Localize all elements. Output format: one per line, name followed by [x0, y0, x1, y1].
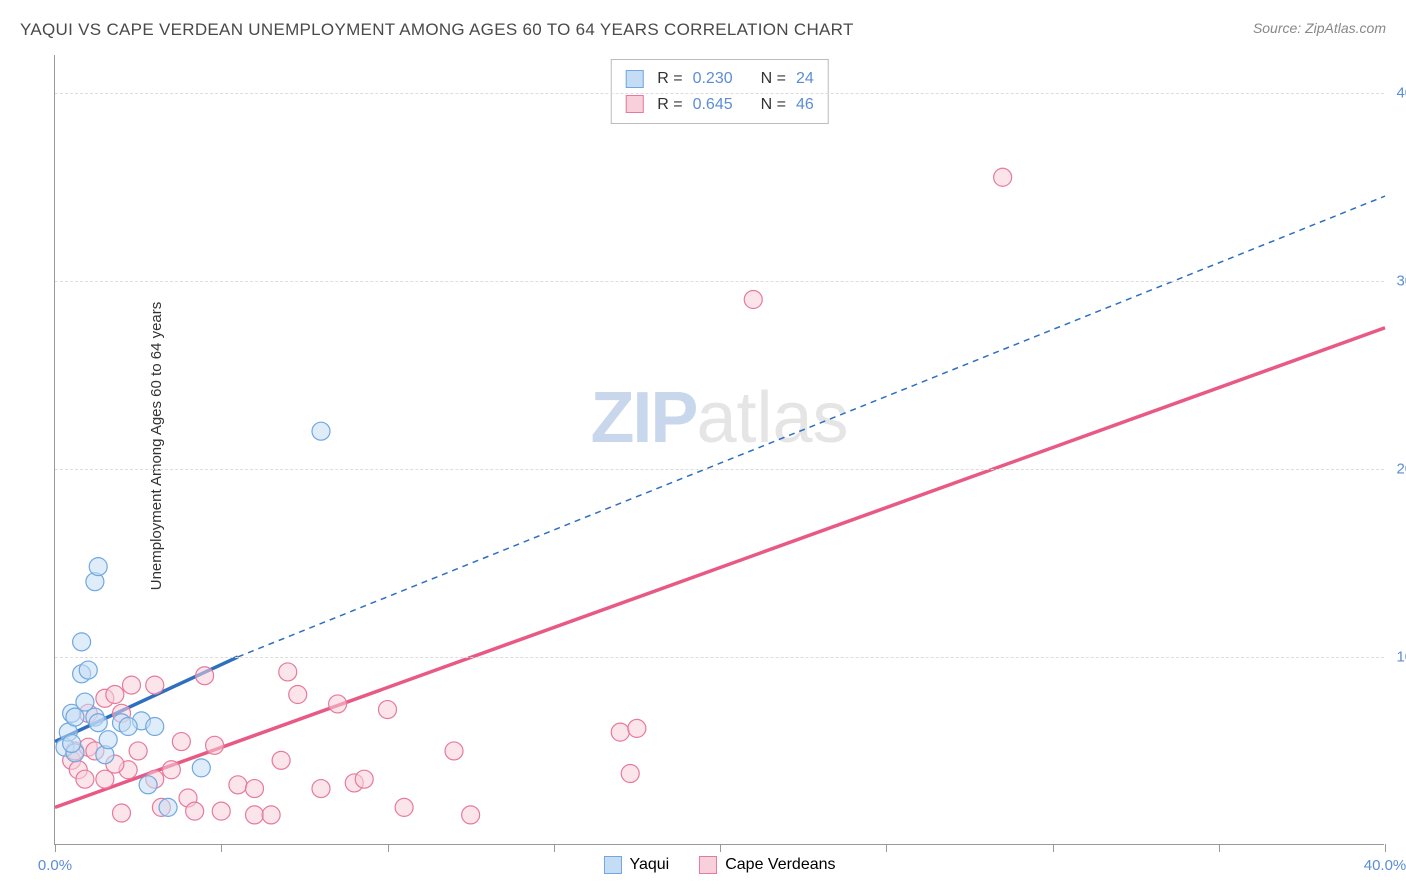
data-point [139, 776, 157, 794]
xtick [720, 844, 721, 852]
data-point [159, 798, 177, 816]
bottom-legend: Yaqui Cape Verdeans [603, 856, 835, 874]
chart-title: YAQUI VS CAPE VERDEAN UNEMPLOYMENT AMONG… [20, 20, 854, 39]
ytick-label: 20.0% [1396, 460, 1406, 477]
ytick-label: 40.0% [1396, 84, 1406, 101]
data-point [122, 676, 140, 694]
data-point [462, 806, 480, 824]
data-point [272, 751, 290, 769]
data-point [289, 686, 307, 704]
data-point [146, 718, 164, 736]
data-point [994, 168, 1012, 186]
data-point [146, 676, 164, 694]
data-point [79, 661, 97, 679]
xtick [55, 844, 56, 852]
source-label: Source: ZipAtlas.com [1253, 20, 1386, 36]
data-point [129, 742, 147, 760]
ytick-label: 10.0% [1396, 648, 1406, 665]
data-point [212, 802, 230, 820]
data-point [262, 806, 280, 824]
data-point [379, 701, 397, 719]
xtick [1053, 844, 1054, 852]
xtick [554, 844, 555, 852]
data-point [445, 742, 463, 760]
data-point [63, 734, 81, 752]
data-point [106, 686, 124, 704]
data-point [229, 776, 247, 794]
data-point [196, 667, 214, 685]
gridline [55, 93, 1384, 94]
xtick [1219, 844, 1220, 852]
legend-swatch-2 [699, 856, 717, 874]
xtick-label-min: 0.0% [38, 857, 72, 874]
data-point [73, 633, 91, 651]
data-point [628, 719, 646, 737]
data-point [246, 806, 264, 824]
xtick [886, 844, 887, 852]
data-point [355, 770, 373, 788]
legend-item-2: Cape Verdeans [699, 856, 835, 874]
data-point [162, 761, 180, 779]
data-point [186, 802, 204, 820]
data-point [395, 798, 413, 816]
legend-label-2: Cape Verdeans [725, 856, 835, 874]
gridline [55, 469, 1384, 470]
data-point [192, 759, 210, 777]
xtick [221, 844, 222, 852]
data-point [744, 291, 762, 309]
gridline [55, 281, 1384, 282]
plot-svg [55, 55, 1384, 844]
data-point [611, 723, 629, 741]
data-point [246, 780, 264, 798]
legend-swatch-1 [603, 856, 621, 874]
gridline [55, 657, 1384, 658]
data-point [89, 714, 107, 732]
data-point [89, 558, 107, 576]
legend-label-1: Yaqui [629, 856, 669, 874]
data-point [206, 736, 224, 754]
xtick [388, 844, 389, 852]
ytick-label: 30.0% [1396, 272, 1406, 289]
data-point [99, 731, 117, 749]
data-point [312, 780, 330, 798]
data-point [76, 770, 94, 788]
xtick [1385, 844, 1386, 852]
data-point [329, 695, 347, 713]
data-point [621, 765, 639, 783]
trend-line [55, 328, 1385, 808]
data-point [279, 663, 297, 681]
chart-plot-area: ZIPatlas R = 0.230 N = 24 R = 0.645 N = … [54, 55, 1384, 845]
xtick-label-max: 40.0% [1364, 857, 1406, 874]
legend-item-1: Yaqui [603, 856, 669, 874]
data-point [172, 733, 190, 751]
data-point [119, 718, 137, 736]
data-point [113, 804, 131, 822]
trend-line [238, 196, 1385, 657]
data-point [76, 693, 94, 711]
data-point [312, 422, 330, 440]
